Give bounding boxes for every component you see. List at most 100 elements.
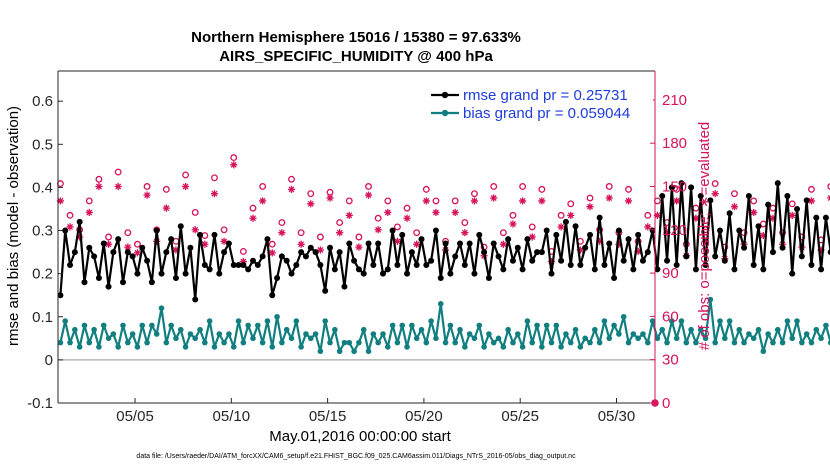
bias-point (235, 318, 242, 324)
obs-evaluated-marker (644, 223, 652, 231)
bias-point (625, 339, 632, 346)
rmse-point (168, 236, 175, 243)
rmse-point (755, 223, 762, 230)
bias-point (601, 318, 608, 324)
bias-point (543, 322, 550, 329)
rmse-point (81, 279, 88, 286)
rmse-point (158, 270, 165, 277)
rmse-point (731, 266, 738, 273)
obs-evaluated-marker (461, 229, 469, 237)
bias-point (332, 326, 338, 333)
rmse-point (822, 214, 829, 221)
obs-possible-marker (490, 183, 498, 190)
bias-point (779, 339, 786, 346)
obs-evaluated-marker (364, 191, 373, 199)
rmse-point (144, 257, 151, 264)
rmse-point (413, 262, 420, 269)
bias-point (399, 322, 406, 329)
bias-point (765, 331, 771, 337)
bias-point (81, 322, 88, 329)
bias-point (558, 344, 564, 350)
rmse-point (567, 262, 574, 269)
legend-bias-marker (441, 109, 449, 117)
bias-point (250, 335, 256, 342)
bias-point (134, 344, 141, 350)
rmse-point (225, 240, 232, 247)
rmse-point (779, 244, 786, 251)
bias-point (596, 339, 603, 346)
rmse-point (447, 270, 454, 277)
obs-possible-marker (538, 185, 546, 193)
obs-evaluated-marker (499, 240, 507, 248)
bias-point (524, 318, 531, 324)
bias-point (341, 339, 348, 346)
bias-point (255, 322, 261, 329)
rmse-point (471, 270, 478, 277)
bias-point (62, 318, 69, 324)
rmse-point (803, 197, 810, 204)
bias-point (726, 318, 733, 324)
bias-point (495, 335, 502, 342)
y-tick-label: 0.5 (32, 136, 53, 153)
bias-point (702, 335, 709, 342)
rmse-point (582, 244, 589, 251)
bias-point (500, 344, 507, 350)
bias-point (770, 339, 776, 346)
rmse-point (673, 262, 680, 269)
rmse-point (635, 231, 642, 238)
rmse-point (177, 223, 184, 230)
rmse-point (514, 244, 521, 251)
rmse-point (716, 227, 723, 234)
bias-point (466, 331, 473, 337)
rmse-point (548, 270, 555, 277)
x-tick-label: 05/05 (116, 408, 154, 425)
obs-possible-marker (451, 197, 459, 205)
obs-evaluated-marker (259, 197, 267, 205)
rmse-point (485, 274, 492, 281)
rmse-point (529, 257, 536, 264)
bias-point (731, 339, 738, 346)
obs-evaluated-marker (807, 197, 816, 205)
bias-point (669, 318, 675, 324)
rmse-point (794, 205, 801, 212)
bias-point (317, 348, 324, 355)
bias-point (673, 335, 680, 342)
bias-point (384, 344, 391, 350)
bias-point (760, 348, 767, 355)
bias-point (813, 326, 820, 333)
rmse-point (278, 253, 285, 260)
obs-possible-marker (105, 233, 113, 241)
rmse-point (254, 262, 261, 269)
y-tick-label: 0.4 (32, 179, 53, 196)
obs-evaluated-marker (249, 214, 257, 222)
bias-point (442, 339, 449, 346)
bias-point (693, 339, 699, 346)
rmse-point (697, 193, 704, 200)
data-file-footer: data file: /Users/raeder/DAI/ATM_forcXX/… (136, 453, 576, 460)
bias-point (206, 318, 213, 324)
obs-possible-marker (711, 180, 719, 188)
obs-evaluated-marker (297, 240, 305, 248)
obs-possible-marker (345, 197, 353, 205)
rmse-point (818, 266, 825, 273)
rmse-point (139, 244, 146, 251)
obs-evaluated-marker (576, 246, 584, 254)
rmse-point (625, 236, 632, 243)
rmse-point (702, 262, 709, 269)
rmse-point (774, 180, 781, 187)
bias-point (635, 335, 641, 342)
x-axis-label: May.01,2016 00:00:00 start (269, 428, 451, 445)
bias-point (553, 322, 560, 329)
chart-subtitle: AIRS_SPECIFIC_HUMIDITY @ 400 hPa (219, 48, 493, 65)
rmse-point (741, 244, 748, 251)
bias-point (572, 326, 579, 333)
bias-point (360, 326, 367, 333)
obs-possible-marker (66, 211, 74, 219)
obs-evaluated-marker (403, 214, 411, 222)
obs-evaluated-marker (432, 208, 440, 217)
bias-point (67, 339, 73, 346)
rmse-point (721, 257, 728, 264)
obs-evaluated-marker (538, 197, 546, 205)
bias-point (577, 344, 584, 350)
bias-point (404, 344, 410, 350)
